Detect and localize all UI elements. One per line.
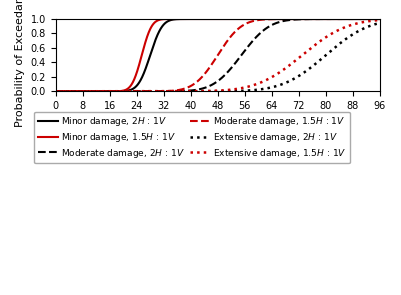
Y-axis label: Probability of Exceedance: Probability of Exceedance [15,0,25,127]
X-axis label: Time (h): Time (h) [194,117,241,127]
Legend: Minor damage, 2$H$ : 1$V$, Minor damage, 1.5$H$ : 1$V$, Moderate damage, 2$H$ : : Minor damage, 2$H$ : 1$V$, Minor damage,… [34,112,350,163]
